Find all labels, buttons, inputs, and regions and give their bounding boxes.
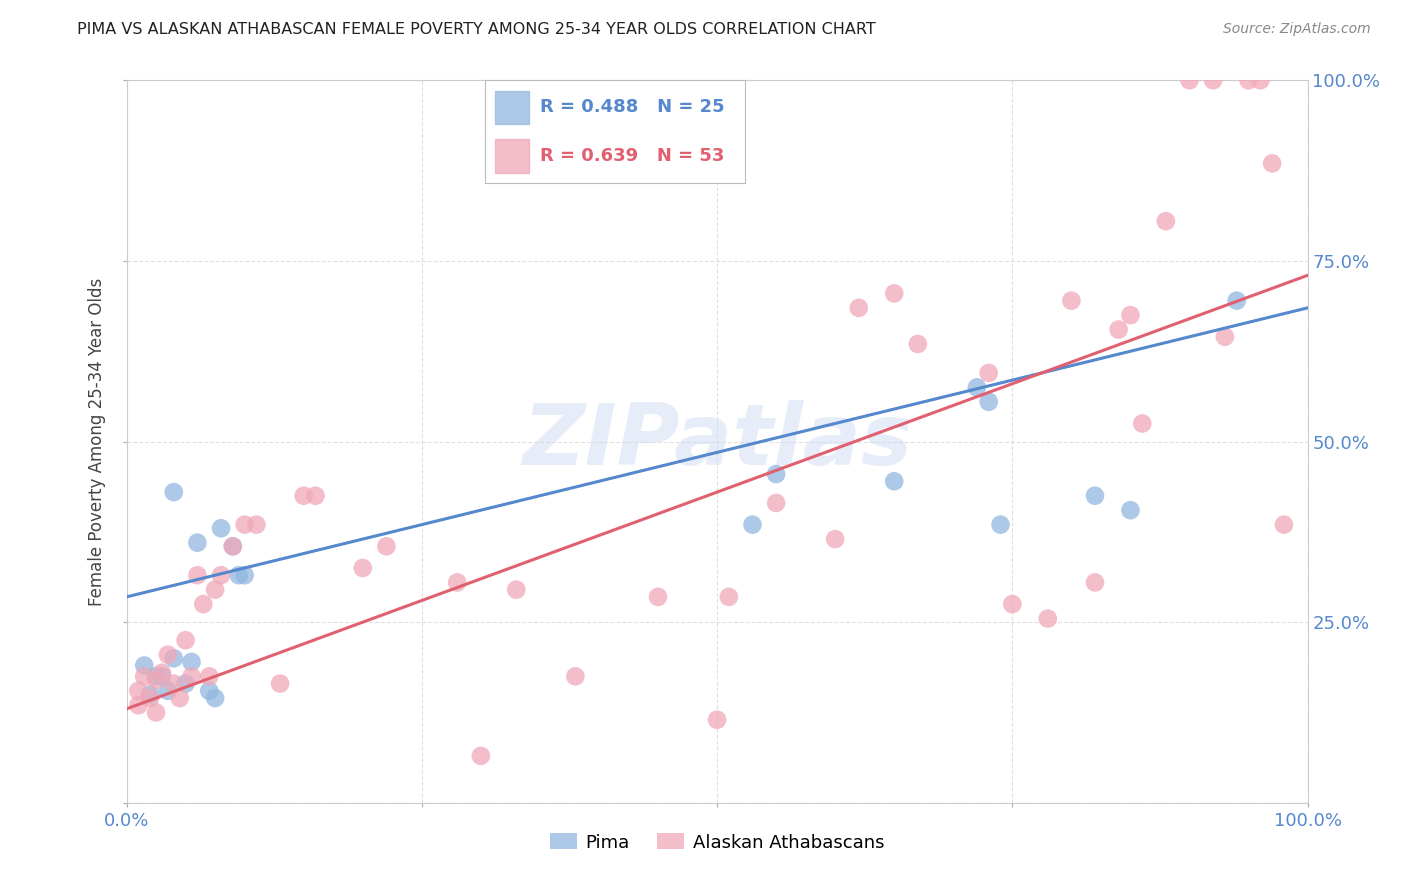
Point xyxy=(1060,293,1083,308)
Point xyxy=(198,683,221,698)
Point xyxy=(169,691,191,706)
Point xyxy=(765,496,787,510)
Point xyxy=(150,669,173,683)
Text: R = 0.639   N = 53: R = 0.639 N = 53 xyxy=(540,146,724,165)
Point xyxy=(1036,611,1059,625)
Point xyxy=(228,568,250,582)
Point xyxy=(209,521,232,535)
Text: Source: ZipAtlas.com: Source: ZipAtlas.com xyxy=(1223,22,1371,37)
Point xyxy=(1108,322,1130,336)
Point xyxy=(883,475,905,489)
Text: ZIPatlas: ZIPatlas xyxy=(522,400,912,483)
Point xyxy=(186,535,208,549)
Point xyxy=(1001,597,1024,611)
Point xyxy=(145,669,167,683)
Point xyxy=(269,676,291,690)
Text: R = 0.488   N = 25: R = 0.488 N = 25 xyxy=(540,98,724,117)
Point xyxy=(134,658,156,673)
Point xyxy=(245,517,267,532)
Point xyxy=(139,691,162,706)
Point xyxy=(222,539,245,553)
Point xyxy=(209,568,232,582)
Point xyxy=(233,517,256,532)
Point xyxy=(1084,575,1107,590)
Point xyxy=(292,489,315,503)
Point xyxy=(883,286,905,301)
Point xyxy=(1249,73,1271,87)
Legend: Pima, Alaskan Athabascans: Pima, Alaskan Athabascans xyxy=(543,826,891,859)
Point xyxy=(145,673,167,687)
Point xyxy=(163,676,186,690)
Point xyxy=(186,568,208,582)
Point xyxy=(1084,489,1107,503)
Point xyxy=(180,669,202,683)
Point xyxy=(706,713,728,727)
Point xyxy=(717,590,740,604)
Point xyxy=(193,597,215,611)
Point xyxy=(470,748,492,763)
Point xyxy=(204,582,226,597)
Point xyxy=(765,467,787,481)
Point xyxy=(145,706,167,720)
Point xyxy=(233,568,256,582)
Point xyxy=(966,380,988,394)
Point xyxy=(180,655,202,669)
Point xyxy=(204,691,226,706)
Point xyxy=(505,582,527,597)
Point xyxy=(156,683,179,698)
Point xyxy=(1130,417,1153,431)
Point xyxy=(1272,517,1295,532)
Bar xyxy=(495,139,529,173)
Point xyxy=(134,669,156,683)
Point xyxy=(150,665,173,680)
Point xyxy=(1119,503,1142,517)
Point xyxy=(1213,330,1236,344)
Point xyxy=(174,633,197,648)
Point xyxy=(375,539,398,553)
Text: PIMA VS ALASKAN ATHABASCAN FEMALE POVERTY AMONG 25-34 YEAR OLDS CORRELATION CHAR: PIMA VS ALASKAN ATHABASCAN FEMALE POVERT… xyxy=(77,22,876,37)
Point xyxy=(977,394,1000,409)
Point xyxy=(174,676,197,690)
Point xyxy=(352,561,374,575)
Point xyxy=(977,366,1000,380)
Point xyxy=(156,648,179,662)
Point xyxy=(1237,73,1260,87)
Point xyxy=(1261,156,1284,170)
Point xyxy=(1226,293,1249,308)
Point xyxy=(139,687,162,701)
Point xyxy=(647,590,669,604)
Point xyxy=(446,575,468,590)
Point xyxy=(824,532,846,546)
Point xyxy=(1119,308,1142,322)
Point xyxy=(1154,214,1177,228)
Point xyxy=(848,301,870,315)
Point xyxy=(564,669,586,683)
Point xyxy=(990,517,1012,532)
Point xyxy=(127,698,149,713)
Point xyxy=(222,539,245,553)
Bar xyxy=(495,91,529,124)
Point xyxy=(1178,73,1201,87)
Y-axis label: Female Poverty Among 25-34 Year Olds: Female Poverty Among 25-34 Year Olds xyxy=(89,277,107,606)
Point xyxy=(163,485,186,500)
Point xyxy=(1202,73,1225,87)
Point xyxy=(907,337,929,351)
Point xyxy=(741,517,763,532)
Point xyxy=(304,489,326,503)
Point xyxy=(198,669,221,683)
Point xyxy=(127,683,149,698)
Point xyxy=(163,651,186,665)
